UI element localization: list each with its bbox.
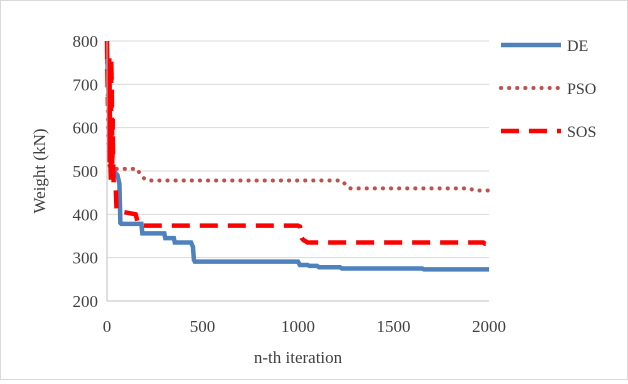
y-tick-label: 800 [73, 32, 99, 51]
series-line-de [104, 58, 489, 272]
y-tick-label: 700 [73, 75, 99, 94]
y-tick-label: 600 [73, 119, 99, 138]
y-axis-title: Weight (kN) [30, 128, 49, 213]
y-tick-label: 500 [73, 162, 99, 181]
legend: DE PSO SOS [499, 38, 596, 141]
y-tick-label: 400 [73, 205, 99, 224]
x-tick-label: 1500 [377, 317, 411, 336]
legend-label-de: DE [567, 38, 588, 55]
series-line-sos [104, 40, 489, 247]
x-tick-label: 1000 [281, 317, 315, 336]
x-tick-label: 500 [190, 317, 216, 336]
gridlines [107, 40, 489, 302]
series-lines [104, 40, 491, 272]
axes: 200 300 400 500 600 700 800 0 500 1000 1500 2000 [73, 32, 507, 336]
y-tick-label: 300 [73, 249, 99, 268]
x-tick-label: 2000 [472, 317, 506, 336]
x-tick-label: 0 [103, 317, 112, 336]
x-axis-title: n-th iteration [254, 348, 343, 367]
legend-label-sos: SOS [567, 124, 596, 141]
y-tick-label: 200 [73, 292, 99, 311]
legend-label-pso: PSO [567, 81, 596, 98]
